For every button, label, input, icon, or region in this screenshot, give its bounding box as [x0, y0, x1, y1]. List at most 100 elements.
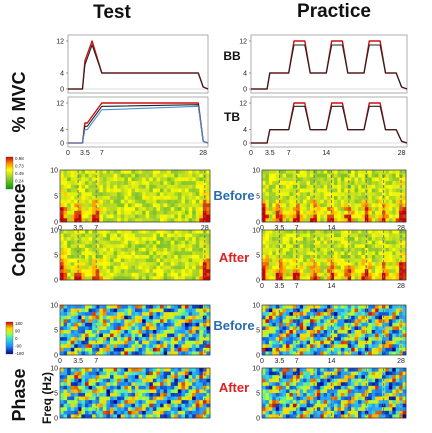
heatmap-cell [88, 192, 93, 197]
heatmap-cell [124, 340, 129, 345]
heatmap-cell [316, 247, 321, 252]
heatmap-cell [368, 319, 373, 324]
heatmap-cell [275, 375, 280, 380]
heatmap-cell [316, 203, 321, 208]
heatmap-cell [344, 210, 349, 215]
heatmap-cell [74, 403, 79, 408]
heatmap-cell [81, 393, 86, 397]
heatmap-cell [163, 207, 168, 212]
heatmap-cell [344, 269, 349, 274]
heatmap-cell [340, 199, 345, 204]
heatmap-cell [160, 272, 164, 277]
heatmap-cell [402, 315, 407, 320]
heatmap-cell [67, 382, 72, 387]
heatmap-cell [185, 177, 189, 182]
heatmap-cell [303, 344, 307, 349]
heatmap-cell [344, 315, 349, 320]
heatmap-cell [102, 382, 107, 387]
heatmap-cell [310, 315, 314, 320]
heatmap-cell [340, 170, 345, 175]
heatmap-cell [167, 315, 172, 320]
heatmap-cell [174, 378, 179, 383]
heatmap-cell [156, 177, 161, 182]
x-tick-label: 3.5 [80, 150, 90, 157]
heatmap-cell [265, 255, 270, 259]
heatmap-cell [192, 322, 197, 327]
heatmap-cell [152, 207, 157, 212]
heatmap-cell [392, 192, 397, 197]
heatmap-cell [102, 410, 107, 415]
heatmap-cell [131, 400, 136, 405]
heatmap-cell [102, 177, 107, 182]
heatmap-cell [392, 218, 397, 223]
heatmap-cell [340, 368, 345, 372]
heatmap-cell [368, 181, 373, 186]
heatmap-cell [185, 203, 189, 208]
heatmap-cell [310, 368, 314, 372]
heatmap-cell [95, 389, 100, 394]
heatmap-cell [275, 230, 280, 234]
heatmap-cell [388, 207, 393, 212]
heatmap-cell [60, 173, 64, 178]
heatmap-cell [192, 400, 197, 405]
heatmap-cell [77, 319, 82, 324]
heatmap-cell [262, 312, 266, 317]
heatmap-cell [337, 233, 342, 238]
heatmap-cell [67, 400, 72, 405]
heatmap-cell [337, 319, 342, 324]
heatmap-cell [395, 375, 400, 380]
heatmap-cell [145, 308, 150, 313]
heatmap-cell [392, 203, 397, 208]
heatmap-cell [402, 244, 407, 249]
heatmap-cell [279, 255, 283, 259]
heatmap-cell [316, 344, 321, 349]
heatmap-cell [296, 407, 301, 412]
heatmap-cell [327, 393, 331, 397]
heatmap-cell [177, 196, 182, 201]
heatmap-cell [95, 371, 100, 376]
heatmap-cell [188, 322, 193, 327]
heatmap-cell [138, 258, 143, 263]
heatmap-cell [289, 230, 294, 234]
heatmap-cell [81, 269, 86, 274]
heatmap-cell [351, 230, 355, 234]
heatmap-cell [138, 347, 143, 352]
series-line [251, 44, 408, 90]
heatmap-cell [402, 188, 407, 193]
heatmap-cell [395, 199, 400, 204]
heatmap-cell [268, 407, 273, 412]
heatmap-cell [117, 308, 122, 313]
heatmap-cell [313, 192, 318, 197]
heatmap-cell [92, 319, 97, 324]
heatmap-cell [74, 251, 79, 256]
heatmap-cell [127, 247, 132, 252]
heatmap-cell [378, 262, 383, 267]
heatmap-cell [344, 255, 349, 259]
heatmap-cell [195, 170, 200, 175]
heatmap-cell [286, 403, 290, 408]
heatmap-cell [206, 312, 211, 317]
heatmap-cell [303, 170, 307, 175]
heatmap-cell [334, 344, 338, 349]
heatmap-cell [77, 192, 82, 197]
heatmap-cell [289, 251, 294, 256]
heatmap-cell [299, 262, 304, 267]
heatmap-cell [303, 347, 307, 352]
heatmap-cell [185, 333, 189, 338]
heatmap-cell [299, 403, 304, 408]
heatmap-cell [181, 207, 186, 212]
heatmap-cell [268, 371, 273, 376]
heatmap-cell [337, 177, 342, 182]
heatmap-cell [268, 322, 273, 327]
heatmap-cell [174, 214, 179, 219]
heatmap-cell [351, 330, 355, 334]
y-tick-label: 5 [54, 327, 58, 334]
heatmap-cell [402, 368, 407, 372]
heatmap-cell [337, 184, 342, 189]
heatmap-cell [195, 368, 200, 372]
heatmap-cell [375, 378, 379, 383]
heatmap-cell [177, 230, 182, 234]
heatmap-cell [268, 272, 273, 277]
heatmap-cell [296, 210, 301, 215]
heatmap-cell [113, 170, 118, 175]
